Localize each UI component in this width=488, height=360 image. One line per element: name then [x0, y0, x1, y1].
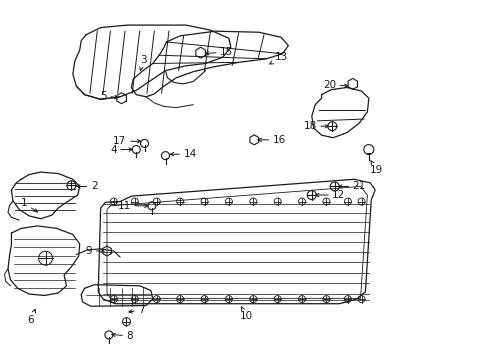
- Text: 9: 9: [85, 246, 104, 256]
- Text: 10: 10: [239, 306, 252, 320]
- Text: 11: 11: [118, 201, 148, 211]
- Text: 14: 14: [170, 149, 196, 159]
- Text: 5: 5: [100, 91, 118, 101]
- Text: 15: 15: [205, 47, 233, 57]
- Text: 2: 2: [77, 181, 97, 192]
- Text: 18: 18: [303, 121, 328, 131]
- Text: 20: 20: [323, 80, 347, 90]
- Text: 21: 21: [338, 181, 365, 192]
- Text: 17: 17: [113, 136, 141, 146]
- Text: 19: 19: [369, 161, 383, 175]
- Text: 1: 1: [21, 198, 38, 212]
- Text: 3: 3: [140, 55, 146, 71]
- Text: 8: 8: [112, 331, 133, 341]
- Text: 16: 16: [258, 135, 285, 145]
- Text: 6: 6: [27, 309, 36, 325]
- Text: 12: 12: [315, 190, 345, 200]
- Text: 4: 4: [110, 144, 132, 154]
- Text: 7: 7: [128, 305, 144, 315]
- Text: 13: 13: [269, 52, 287, 64]
